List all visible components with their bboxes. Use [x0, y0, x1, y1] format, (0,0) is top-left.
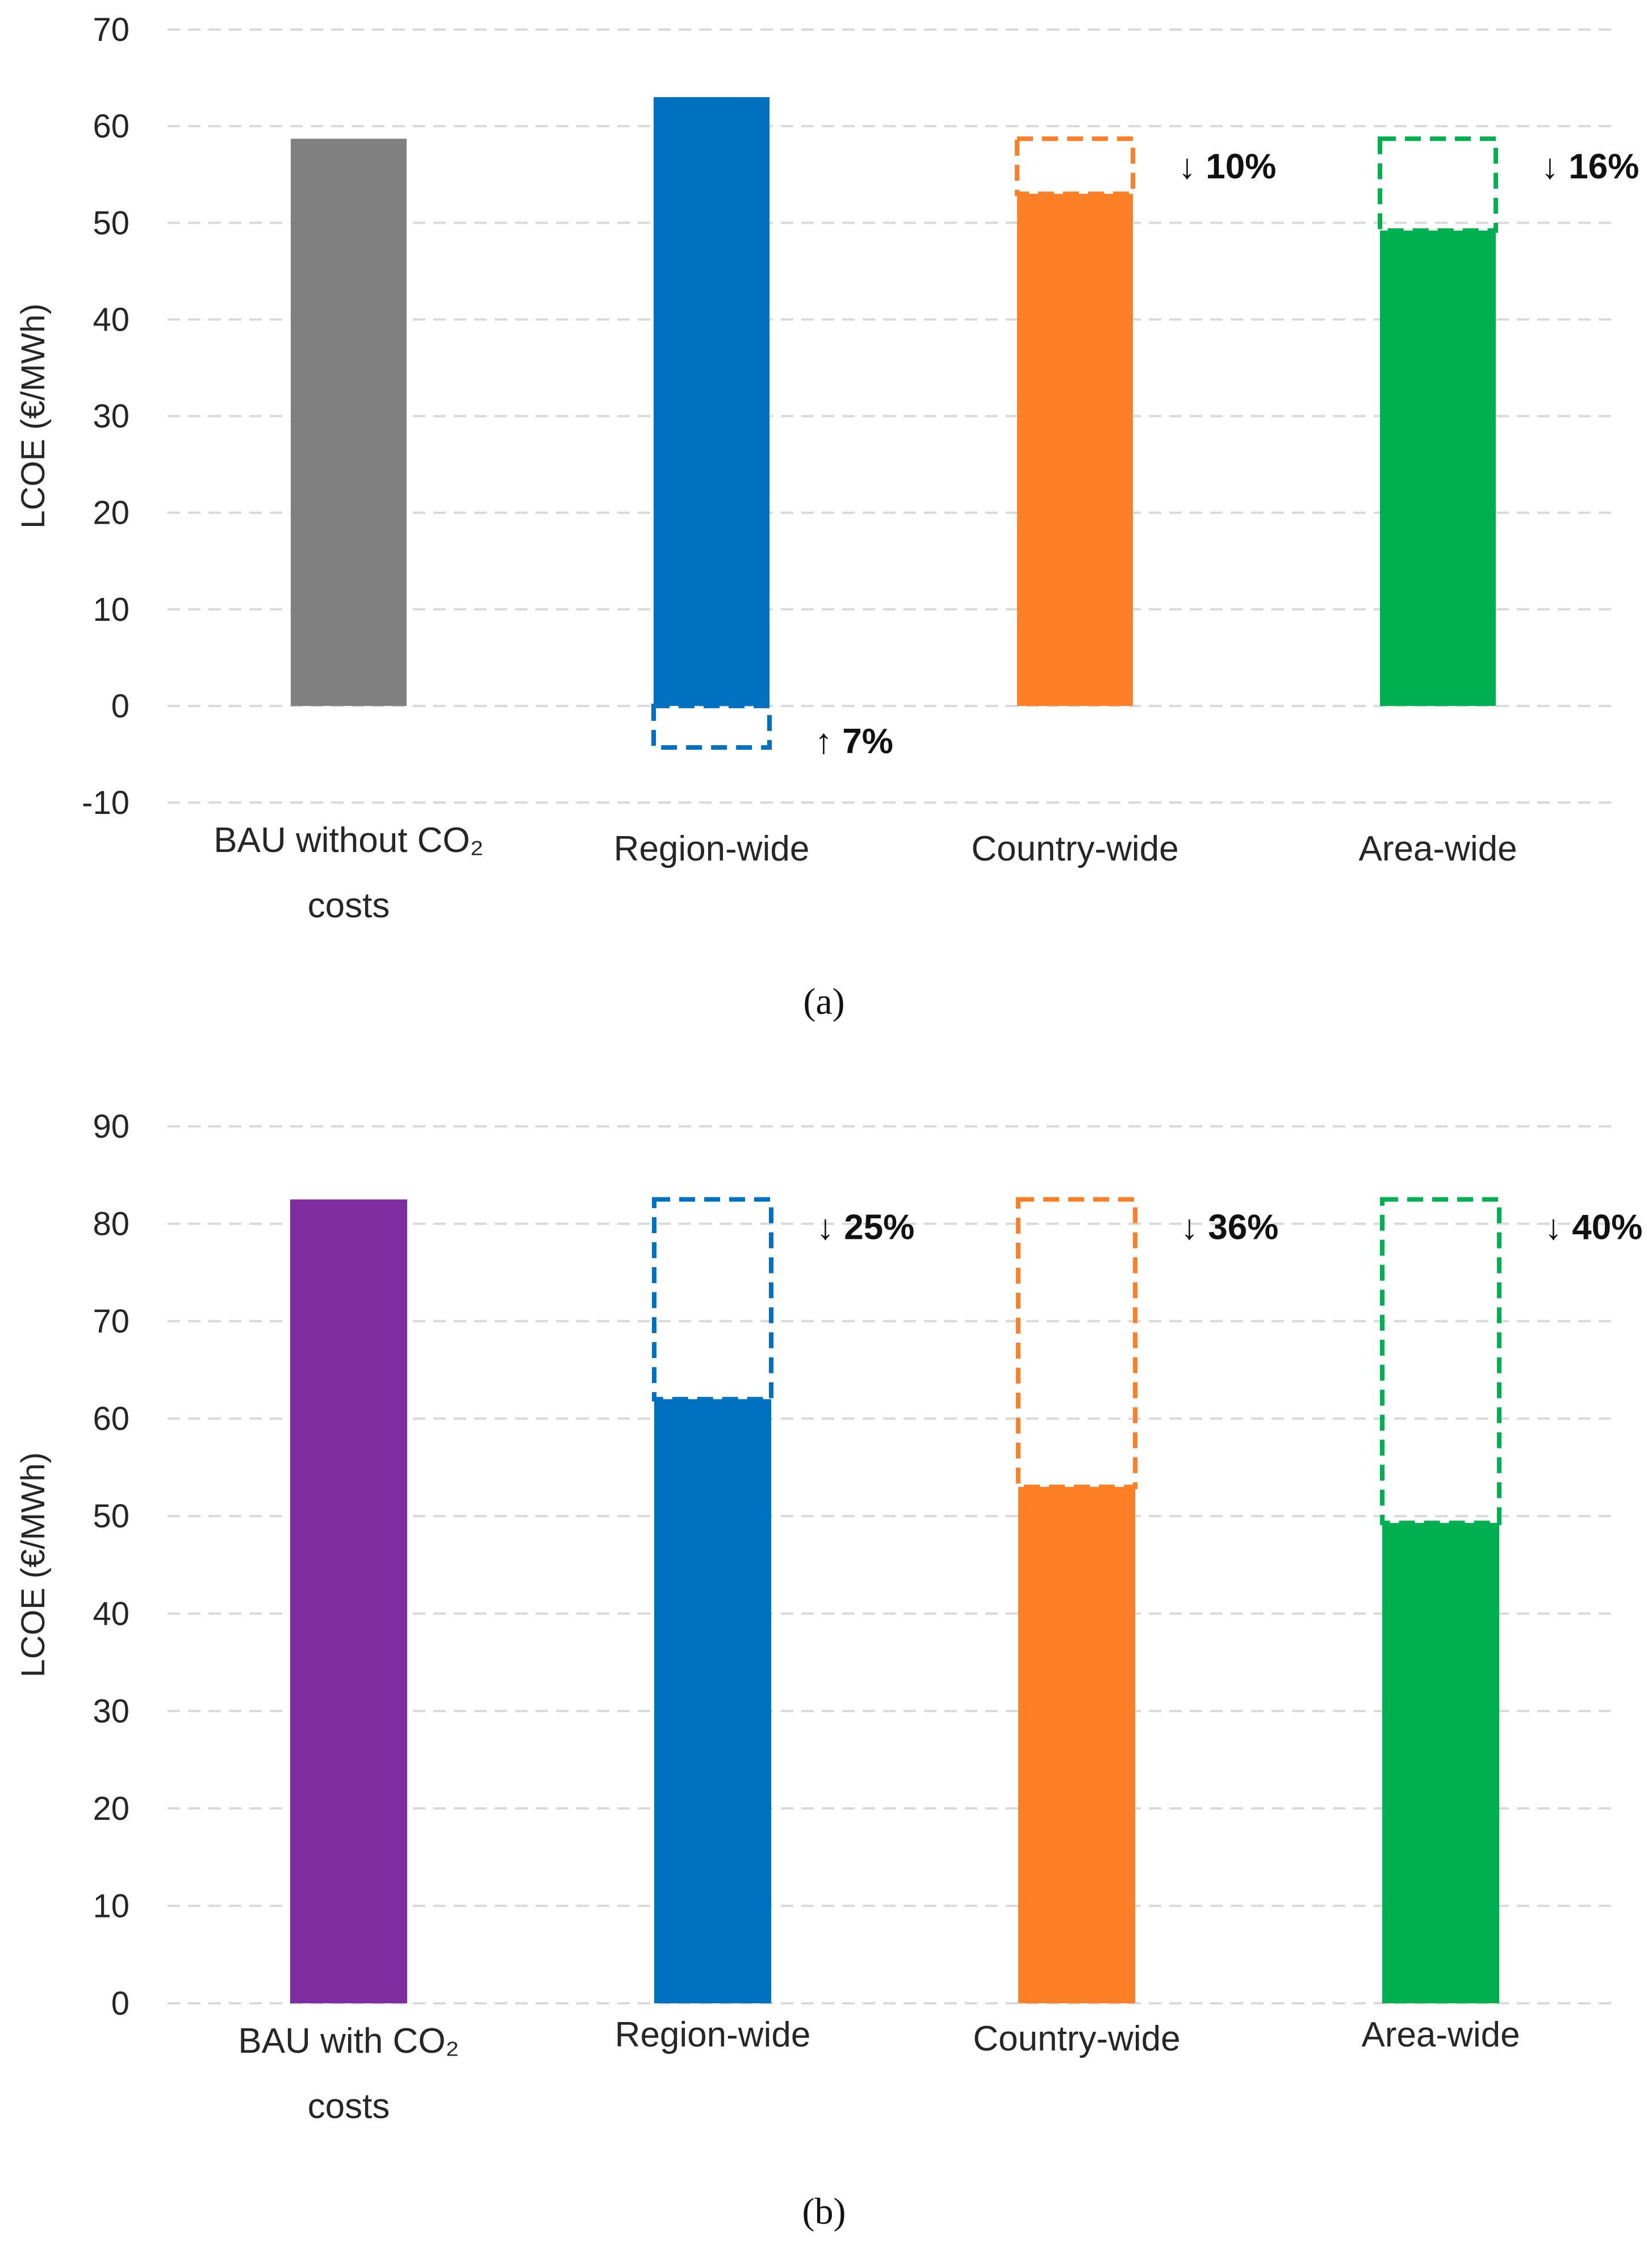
panel-b-bar	[1018, 1486, 1135, 2003]
panel-b-bar	[654, 1399, 771, 2003]
panel-a-category-label: costs	[308, 886, 390, 925]
panel-a-y-tick-label: 20	[93, 495, 129, 532]
panel-a-category-label: Region-wide	[614, 829, 810, 868]
panel-b-change-box	[1016, 1197, 1137, 1489]
panel-b-category-label: costs	[308, 2087, 390, 2126]
panel-a-y-axis-label: LCOE (€/MWh)	[15, 303, 52, 528]
panel-b-category-label: Country-wide	[973, 2019, 1180, 2058]
panel-a-change-label: ↓ 16%	[1541, 147, 1639, 186]
panel-b-category-label: BAU with CO₂	[238, 2021, 459, 2061]
panel-b-change-label: ↓ 36%	[1181, 1208, 1278, 1247]
panel-a-chart: -10 0 10 20 30 40 50 60 70 LCOE (€/MWh) BAU withou…	[15, 11, 1639, 1022]
panel-b-y-tick-label: 10	[93, 1887, 129, 1924]
panel-a-change-label: ↓ 10%	[1178, 147, 1276, 186]
panel-b-y-tick-label: 90	[93, 1108, 129, 1145]
panel-b-change-box	[1380, 1197, 1501, 1526]
panel-a-y-tick-label: 50	[93, 204, 129, 241]
panel-a-label: (a)	[803, 981, 844, 1022]
panel-b-y-tick-label: 30	[93, 1693, 129, 1730]
panel-b-bar	[290, 1199, 407, 2003]
panel-a-change-box	[651, 703, 772, 750]
panel-b-y-axis-label: LCOE (€/MWh)	[15, 1452, 52, 1677]
panel-b-y-tick-label: 50	[93, 1498, 129, 1535]
panel-b-y-tick-label: 20	[93, 1790, 129, 1827]
panel-a-y-tick-label: 60	[93, 108, 129, 145]
panel-a-bar	[1017, 194, 1133, 706]
panel-a-category-label: Area-wide	[1358, 829, 1517, 868]
panel-a-y-tick-label: 70	[93, 11, 129, 48]
panel-a-y-tick-label: 0	[111, 688, 129, 725]
panel-a-bar	[654, 97, 769, 706]
panel-a-y-tick-label: 30	[93, 398, 129, 435]
panel-b-y-tick-label: 0	[111, 1985, 129, 2022]
panel-a-change-label: ↑ 7%	[815, 722, 893, 761]
panel-a-y-tick-label: 40	[93, 301, 129, 338]
panel-b-y-tick-label: 80	[93, 1206, 129, 1243]
panel-a-change-box	[1015, 136, 1135, 197]
panel-b-change-label: ↓ 40%	[1545, 1208, 1642, 1247]
panel-a-bar	[291, 139, 407, 706]
panel-b-category-label: Area-wide	[1361, 2015, 1520, 2054]
panel-b-chart: 0 10 20 30 40 50 60 70 80 90 LCOE (€/MWh) BAU with …	[15, 1108, 1642, 2232]
panel-b-bar	[1382, 1523, 1499, 2003]
panel-b-change-label: ↓ 25%	[817, 1208, 914, 1247]
panel-a-y-tick-label: -10	[82, 784, 129, 821]
panel-a-category-label: Country-wide	[971, 829, 1178, 868]
panel-b-y-tick-label: 60	[93, 1401, 129, 1438]
panel-a-change-box	[1378, 136, 1498, 233]
panel-b-y-tick-label: 40	[93, 1595, 129, 1632]
panel-a-bar	[1380, 230, 1496, 706]
panel-b-change-box	[652, 1197, 773, 1402]
panel-b-label: (b)	[802, 2191, 846, 2232]
panel-b-category-label: Region-wide	[615, 2015, 811, 2054]
panel-a-y-tick-label: 10	[93, 591, 129, 628]
panel-a-category-label: BAU without CO₂	[214, 821, 483, 860]
panel-b-y-tick-label: 70	[93, 1303, 129, 1340]
